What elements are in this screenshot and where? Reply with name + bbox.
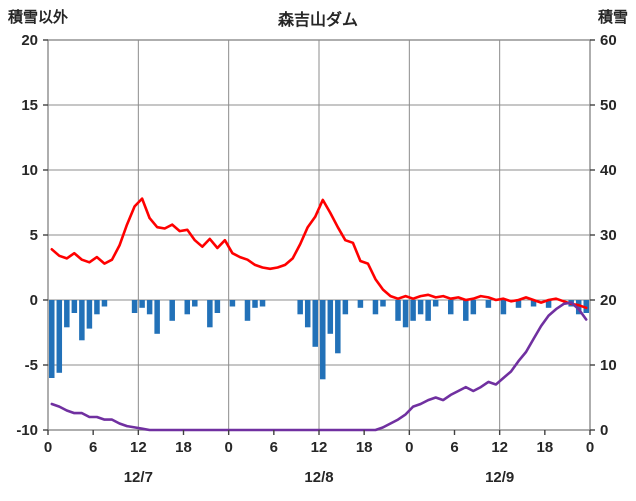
svg-text:12/7: 12/7 bbox=[124, 469, 153, 486]
right-axis-tick-labels: 60 50 40 30 20 10 0 bbox=[600, 32, 617, 439]
temperature-line bbox=[50, 197, 588, 310]
svg-text:10: 10 bbox=[600, 357, 617, 374]
svg-text:10: 10 bbox=[21, 162, 38, 179]
svg-text:20: 20 bbox=[600, 292, 617, 309]
svg-text:60: 60 bbox=[600, 32, 617, 49]
svg-text:50: 50 bbox=[600, 97, 617, 114]
precipitation-bars bbox=[49, 300, 589, 380]
left-axis-title: 積雪以外 bbox=[8, 9, 69, 26]
svg-text:18: 18 bbox=[175, 439, 192, 456]
svg-text:20: 20 bbox=[21, 32, 38, 49]
svg-text:6: 6 bbox=[89, 439, 97, 456]
svg-text:18: 18 bbox=[536, 439, 553, 456]
svg-text:6: 6 bbox=[270, 439, 278, 456]
right-axis-title: 積雪 bbox=[597, 9, 628, 26]
svg-text:30: 30 bbox=[600, 227, 617, 244]
svg-text:40: 40 bbox=[600, 162, 617, 179]
gridlines bbox=[48, 39, 590, 431]
svg-text:18: 18 bbox=[356, 439, 373, 456]
svg-text:0: 0 bbox=[44, 439, 52, 456]
svg-text:0: 0 bbox=[30, 292, 38, 309]
svg-text:0: 0 bbox=[224, 439, 232, 456]
left-axis-tick-labels: 20 15 10 5 0 -5 -10 bbox=[16, 32, 38, 439]
svg-text:12/9: 12/9 bbox=[485, 469, 514, 486]
svg-text:12/8: 12/8 bbox=[304, 469, 333, 486]
axis-ticks bbox=[43, 39, 595, 435]
svg-text:0: 0 bbox=[600, 422, 608, 439]
svg-text:12: 12 bbox=[491, 439, 508, 456]
svg-text:12: 12 bbox=[130, 439, 147, 456]
svg-text:0: 0 bbox=[405, 439, 413, 456]
svg-text:-10: -10 bbox=[16, 422, 38, 439]
svg-text:12: 12 bbox=[311, 439, 328, 456]
x-axis-tick-labels: 0 6 12 18 0 6 12 18 0 6 12 18 0 bbox=[44, 439, 594, 456]
day-labels: 12/7 12/8 12/9 bbox=[124, 469, 515, 486]
svg-text:-5: -5 bbox=[25, 357, 38, 374]
svg-text:6: 6 bbox=[450, 439, 458, 456]
svg-text:0: 0 bbox=[586, 439, 594, 456]
svg-text:15: 15 bbox=[21, 97, 38, 114]
chart-title: 森吉山ダム bbox=[277, 12, 358, 29]
svg-text:5: 5 bbox=[30, 227, 38, 244]
